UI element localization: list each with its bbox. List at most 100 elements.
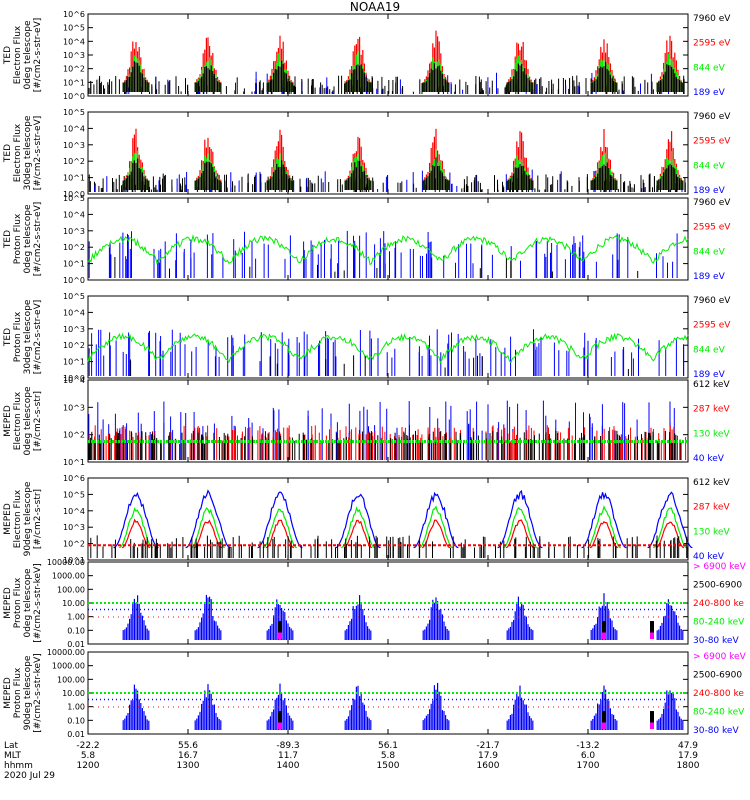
legend-entry: 189 eV: [693, 272, 726, 282]
footer-tick-hhmm: 1500: [377, 761, 400, 771]
data-mark-blue: [257, 491, 303, 549]
footer-tick-lat: 56.1: [378, 741, 398, 751]
legend-entry: 7960 eV: [693, 14, 731, 24]
y-axis-label: TED: [3, 230, 13, 249]
y-tick-label: 1000.00: [52, 662, 85, 671]
y-tick-label: 10^0: [63, 190, 85, 199]
y-axis-label: [#/cm2-s-str]: [33, 489, 43, 549]
y-axis-label: Electron Flux: [13, 489, 23, 548]
y-tick-label: 10^5: [63, 108, 85, 117]
y-tick-label: 10.00: [62, 689, 85, 698]
data-mark-red: [343, 519, 373, 549]
legend-entry: 130 keV: [693, 429, 730, 439]
legend-entry: 612 keV: [693, 380, 730, 390]
y-tick-label: 10^1: [63, 260, 85, 269]
y-tick-label: 10^3: [63, 403, 85, 412]
footer-row-label: Lat: [4, 741, 19, 751]
legend-entry: 40 keV: [693, 454, 725, 464]
data-mark-blue: [335, 493, 381, 549]
footer-tick-hhmm: 1200: [77, 761, 100, 771]
y-tick-label: 10^1: [63, 78, 85, 87]
legend-entry: 2595 eV: [693, 137, 731, 147]
y-axis-label: [#/cm2-s-str-keV]: [33, 563, 43, 642]
y-tick-label: 10^2: [63, 157, 85, 166]
footer-tick-mlt: 11.7: [278, 751, 298, 761]
y-tick-label: 10^4: [63, 308, 85, 317]
footer-tick-lat: -21.7: [476, 741, 499, 751]
y-tick-label: 10^6: [63, 10, 85, 19]
footer-tick-mlt: 6.0: [581, 751, 596, 761]
y-axis-label: [#/cm2-s-str-eV]: [33, 202, 43, 277]
y-axis-label: TED: [3, 46, 13, 65]
footer-row-label: hhmm: [4, 761, 33, 771]
data-mark-black: [278, 621, 282, 633]
legend-entry: 844 eV: [693, 345, 726, 355]
legend-entry: 844 eV: [693, 247, 726, 257]
y-axis-label: MEPED: [3, 405, 13, 437]
legend-entry: 2595 eV: [693, 39, 731, 49]
y-tick-label: 10^2: [63, 243, 85, 252]
data-mark-green: [118, 507, 154, 549]
y-tick-label: 10^0: [63, 276, 85, 285]
data-mark-blue: [497, 489, 543, 549]
y-axis-label: 90deg telescope: [23, 655, 33, 730]
y-axis-label: 0deg telescope: [23, 386, 33, 456]
y-axis-label: MEPED: [3, 503, 13, 535]
y-tick-label: 10^1: [63, 556, 85, 565]
panel-frame: [87, 295, 689, 379]
chart-title: NOAA19: [349, 0, 401, 14]
data-mark-magenta: [602, 722, 606, 730]
y-axis-label: Electron Flux: [13, 391, 23, 450]
data-mark-blue: [647, 491, 693, 549]
data-mark-green: [652, 507, 688, 549]
legend-entry: 7960 eV: [693, 112, 731, 122]
y-axis-label: 0deg telescope: [23, 204, 33, 274]
legend-entry: > 6900 keV: [693, 562, 747, 572]
data-mark-black: [602, 711, 606, 723]
data-mark-black: [278, 711, 282, 723]
footer-tick-lat: -13.2: [576, 741, 599, 751]
y-tick-label: 10^4: [63, 37, 85, 46]
y-tick-label: 10000.00: [47, 558, 85, 567]
y-tick-label: 10^4: [63, 124, 85, 133]
legend-entry: 130 keV: [693, 527, 730, 537]
footer-tick-mlt: 16.7: [178, 751, 198, 761]
y-axis-label: Electron Flux: [13, 123, 23, 182]
footer-tick-hhmm: 1300: [177, 761, 200, 771]
y-axis-label: [#/cm2-s-str-keV]: [33, 653, 43, 732]
y-axis-label: [#/cm2-s-str-eV]: [33, 116, 43, 191]
panel-frame: [87, 197, 689, 281]
footer-tick-hhmm: 1400: [277, 761, 300, 771]
y-tick-label: 10^3: [63, 51, 85, 60]
y-axis-label: 0deg telescope: [23, 20, 33, 90]
data-mark-blue: [113, 491, 159, 549]
legend-entry: 30-80 keV: [693, 726, 739, 736]
y-tick-label: 0.10: [67, 626, 85, 635]
legend-entry: 7960 eV: [693, 296, 731, 306]
legend-entry: 2595 eV: [693, 223, 731, 233]
y-tick-label: 10^4: [63, 376, 85, 385]
data-mark-blue: [185, 489, 231, 549]
y-tick-label: 10^4: [63, 210, 85, 219]
y-tick-label: 10^0: [63, 92, 85, 101]
y-tick-label: 100.00: [57, 675, 85, 684]
data-mark-black: [650, 621, 654, 633]
y-tick-label: 10^1: [63, 174, 85, 183]
footer-tick-lat: -89.3: [276, 741, 299, 751]
footer-tick-hhmm: 1800: [677, 761, 700, 771]
y-axis-label: Proton Flux: [13, 311, 23, 362]
data-mark-red: [655, 521, 685, 549]
y-tick-label: 10^6: [63, 474, 85, 483]
panel-frame: [87, 379, 689, 463]
footer-tick-hhmm: 1700: [577, 761, 600, 771]
legend-entry: 189 eV: [693, 186, 726, 196]
data-mark-black: [650, 711, 654, 723]
legend-entry: 844 eV: [693, 161, 726, 171]
legend-entry: 240-800 ke: [693, 689, 744, 699]
y-axis-label: MEPED: [3, 677, 13, 709]
data-mark-black: [602, 621, 606, 633]
y-tick-label: 10.00: [62, 599, 85, 608]
y-tick-label: 10^3: [63, 523, 85, 532]
y-axis-label: [#/cm2-s-str]: [33, 391, 43, 451]
